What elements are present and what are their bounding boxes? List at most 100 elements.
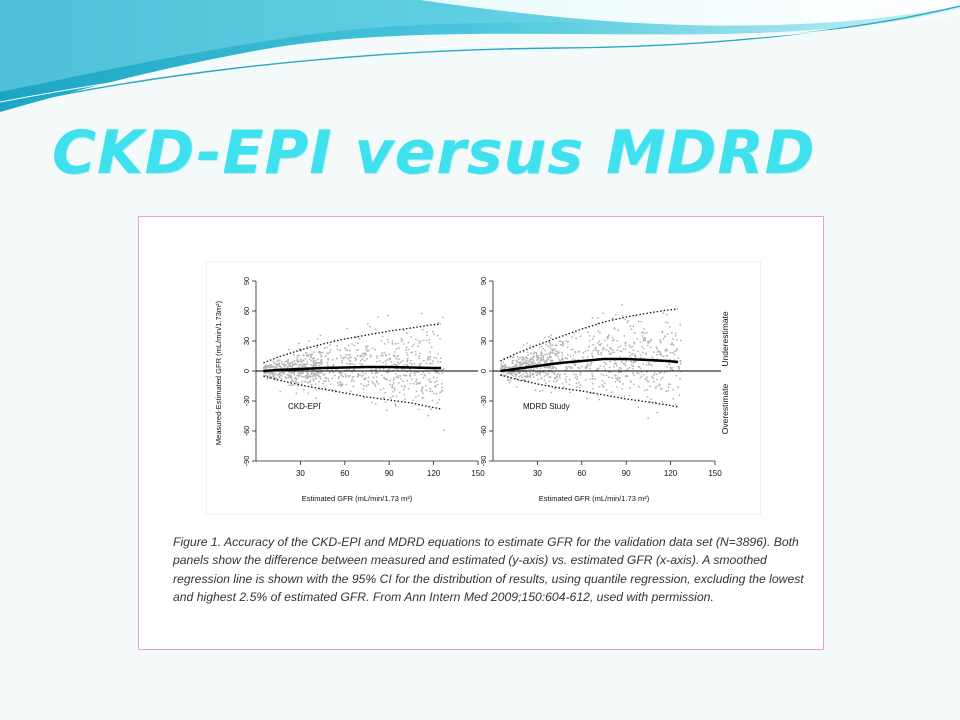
scatter-point: [615, 377, 617, 379]
scatter-point: [389, 379, 391, 382]
scatter-point: [409, 382, 412, 385]
scatter-point: [602, 346, 605, 349]
scatter-point: [615, 386, 618, 388]
scatter-point: [346, 327, 348, 330]
scatter-point: [287, 376, 290, 379]
scatter-point: [557, 355, 559, 358]
scatter-point: [428, 380, 431, 383]
scatter-point: [391, 342, 394, 344]
scatter-point: [300, 372, 303, 375]
scatter-point: [410, 336, 412, 338]
scatter-point: [555, 380, 558, 383]
scatter-point: [272, 375, 275, 377]
scatter-point: [329, 349, 332, 351]
scatter-point: [556, 352, 559, 355]
scatter-point: [269, 371, 271, 374]
scatter-point: [535, 371, 537, 374]
scatter-point: [317, 358, 319, 360]
scatter-point: [549, 376, 552, 378]
scatter-point: [419, 364, 421, 366]
scatter-point: [318, 375, 320, 377]
scatter-point: [421, 397, 423, 399]
scatter-point: [554, 366, 556, 369]
scatter-point: [357, 372, 360, 375]
scatter-point: [336, 348, 339, 351]
scatter-point: [436, 371, 439, 374]
scatter-point: [278, 372, 281, 374]
scatter-point: [362, 388, 365, 390]
scatter-point: [405, 346, 408, 349]
scatter-point: [384, 401, 387, 403]
scatter-point: [417, 408, 420, 411]
scatter-point: [327, 357, 329, 360]
scatter-point: [514, 375, 517, 377]
scatter-point: [366, 345, 369, 348]
scatter-point: [308, 358, 311, 361]
scatter-point: [567, 353, 569, 356]
scatter-point: [653, 380, 655, 383]
scatter-point: [601, 348, 604, 351]
figure-panel: Measured-Estimated GFR (mL/min/1.73m²) U…: [138, 216, 824, 650]
scatter-point: [591, 382, 594, 385]
scatter-point: [422, 339, 425, 341]
scatter-point: [440, 382, 443, 385]
scatter-point: [667, 386, 670, 389]
scatter-point: [551, 344, 554, 346]
scatter-point: [439, 391, 441, 394]
scatter-point: [545, 382, 547, 384]
scatter-point: [640, 354, 642, 356]
scatter-point: [663, 371, 666, 374]
scatter-point: [559, 359, 561, 362]
scatter-point: [396, 357, 398, 360]
scatter-point: [520, 364, 523, 366]
scatter-point: [612, 349, 614, 352]
scatter-point: [540, 350, 543, 352]
scatter-point: [597, 367, 600, 370]
scatter-point: [313, 372, 316, 375]
scatter-point: [324, 380, 327, 383]
scatter-point: [653, 374, 655, 376]
scatter-point: [561, 382, 564, 385]
scatter-point: [315, 377, 317, 379]
scatter-point: [516, 356, 519, 358]
scatter-point: [420, 388, 423, 391]
scatter-point: [394, 403, 397, 406]
scatter-point: [362, 352, 364, 355]
scatter-point: [646, 376, 648, 379]
scatter-point: [630, 346, 632, 348]
scatter-point: [660, 354, 662, 356]
scatter-point: [655, 346, 658, 349]
scatter-point: [306, 360, 309, 363]
scatter-point: [313, 357, 315, 360]
scatter-point: [609, 360, 611, 363]
underestimate-label: Underestimate: [720, 311, 730, 367]
scatter-point: [677, 357, 680, 360]
scatter-point: [622, 348, 625, 350]
scatter-point: [320, 372, 323, 374]
scatter-point: [658, 383, 661, 386]
scatter-point: [624, 364, 627, 367]
scatter-point: [415, 383, 418, 385]
scatter-point: [575, 382, 578, 385]
scatter-point: [295, 378, 298, 381]
scatter-point: [509, 379, 512, 382]
scatter-point: [280, 374, 282, 377]
scatter-point: [437, 321, 440, 324]
scatter-point: [563, 373, 566, 375]
scatter-point: [325, 355, 327, 358]
scatter-point: [327, 378, 329, 380]
scatter-point: [397, 377, 399, 379]
scatter-point: [536, 358, 539, 360]
scatter-point: [574, 352, 577, 354]
scatter-point: [668, 363, 671, 366]
scatter-point: [371, 347, 374, 350]
scatter-point: [278, 373, 281, 376]
scatter-point: [538, 372, 541, 374]
scatter-point: [679, 362, 682, 365]
scatter-point: [437, 353, 439, 355]
scatter-point: [592, 343, 595, 346]
scatter-point: [336, 381, 339, 384]
scatter-point: [637, 372, 640, 375]
scatter-point: [597, 353, 600, 355]
scatter-point: [522, 359, 525, 362]
